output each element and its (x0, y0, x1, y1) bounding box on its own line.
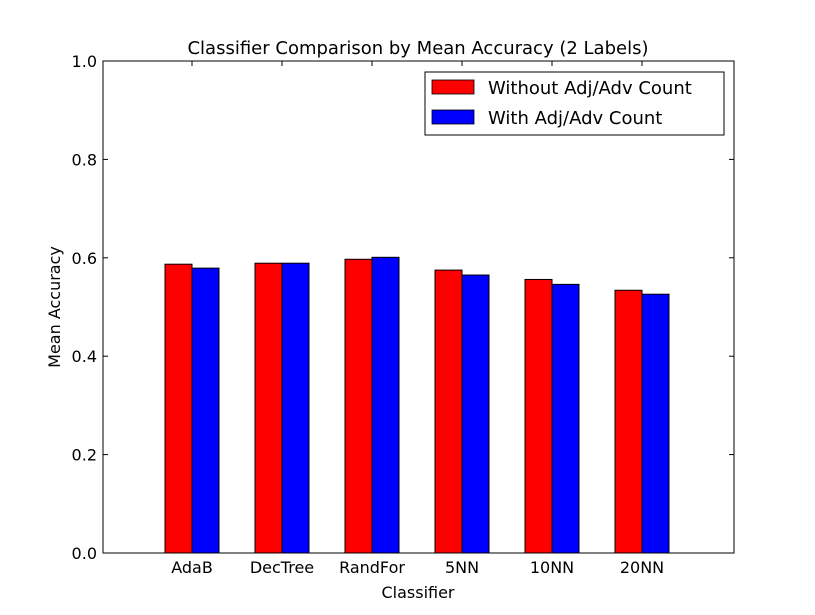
bars-layer (164, 256, 670, 554)
y-tick-label-0.6: 0.6 (72, 249, 97, 268)
bar-with-5nn (461, 274, 490, 554)
bar-with-adab (191, 267, 220, 554)
bar-without-5nn (434, 269, 463, 554)
bar-with-20nn (641, 293, 670, 554)
legend: Without Adj/Adv Count With Adj/Adv Count (424, 71, 725, 136)
bar-without-10nn (524, 278, 553, 554)
x-tick-label-10nn: 10NN (530, 558, 574, 577)
bar-with-dectree (281, 262, 310, 554)
x-axis-label: Classifier (381, 583, 454, 602)
legend-label-without: Without Adj/Adv Count (488, 78, 692, 99)
ticks-layer: AdaB DecTree RandFor 5NN 10NN 20NN 0.0 0.2 0.4 0.… (72, 52, 734, 577)
y-axis-label: Mean Accuracy (45, 246, 64, 368)
bar-without-randfor (344, 258, 373, 554)
x-tick-label-20nn: 20NN (620, 558, 664, 577)
x-tick-label-adab: AdaB (171, 558, 213, 577)
bar-with-10nn (551, 283, 580, 554)
x-tick-label-randfor: RandFor (339, 558, 405, 577)
legend-swatch-with (431, 109, 475, 125)
legend-swatch-without (431, 79, 475, 95)
bar-without-adab (164, 263, 193, 554)
x-tick-label-5nn: 5NN (445, 558, 479, 577)
y-tick-label-0.8: 0.8 (72, 150, 97, 169)
legend-frame (424, 71, 725, 136)
plot-frame (102, 60, 735, 554)
x-tick-label-dectree: DecTree (250, 558, 314, 577)
y-tick-label-0.4: 0.4 (72, 347, 97, 366)
bar-without-dectree (254, 262, 283, 554)
y-tick-label-1.0: 1.0 (72, 52, 97, 71)
chart-title: Classifier Comparison by Mean Accuracy (… (187, 38, 648, 59)
legend-label-with: With Adj/Adv Count (488, 108, 662, 129)
y-tick-label-0.2: 0.2 (72, 446, 97, 465)
bar-with-randfor (371, 256, 400, 554)
bar-without-20nn (614, 289, 643, 554)
y-tick-label-0.0: 0.0 (72, 544, 97, 563)
